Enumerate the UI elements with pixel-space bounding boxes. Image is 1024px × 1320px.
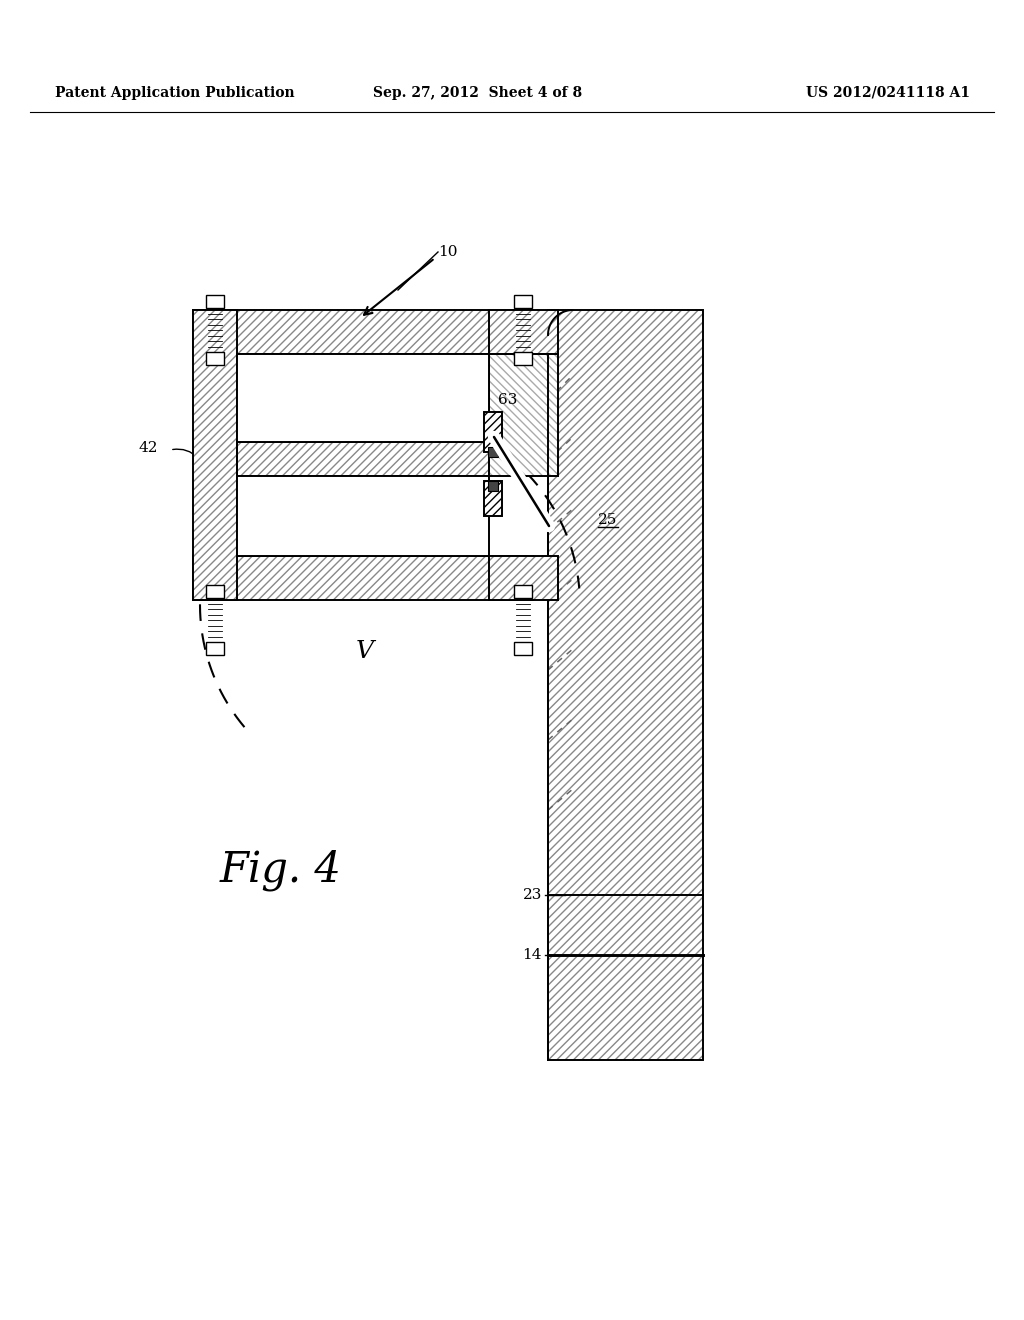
Bar bbox=[548, 310, 703, 1060]
Text: 63: 63 bbox=[498, 393, 517, 407]
Bar bbox=[514, 642, 532, 655]
Bar bbox=[206, 585, 224, 598]
Bar bbox=[484, 480, 502, 516]
Bar bbox=[489, 556, 558, 601]
Text: 64-: 64- bbox=[455, 491, 479, 506]
Bar bbox=[206, 642, 224, 655]
Bar bbox=[193, 310, 534, 354]
Bar bbox=[484, 412, 502, 451]
Bar bbox=[489, 556, 558, 601]
Bar bbox=[206, 352, 224, 366]
Bar bbox=[489, 354, 558, 477]
Bar bbox=[237, 477, 489, 556]
Bar bbox=[193, 310, 237, 601]
Bar bbox=[514, 585, 532, 598]
Text: 25: 25 bbox=[598, 513, 617, 527]
Bar bbox=[514, 294, 532, 308]
Text: US 2012/0241118 A1: US 2012/0241118 A1 bbox=[806, 86, 970, 100]
Text: 10: 10 bbox=[438, 246, 458, 259]
Bar bbox=[489, 310, 558, 354]
Text: 44: 44 bbox=[321, 389, 340, 403]
Bar bbox=[489, 310, 558, 354]
Bar bbox=[488, 447, 498, 457]
Bar bbox=[548, 310, 703, 1060]
Bar bbox=[193, 310, 534, 354]
Text: 42: 42 bbox=[138, 441, 158, 455]
Bar bbox=[514, 352, 532, 366]
Bar bbox=[488, 480, 498, 491]
Bar bbox=[193, 310, 237, 601]
Text: 14: 14 bbox=[522, 948, 542, 962]
Text: Patent Application Publication: Patent Application Publication bbox=[55, 86, 295, 100]
Bar bbox=[193, 556, 534, 601]
Text: Sep. 27, 2012  Sheet 4 of 8: Sep. 27, 2012 Sheet 4 of 8 bbox=[374, 86, 583, 100]
Bar bbox=[237, 442, 489, 477]
Bar bbox=[237, 442, 489, 477]
Text: V: V bbox=[356, 640, 374, 664]
Bar bbox=[193, 556, 534, 601]
Text: 23: 23 bbox=[522, 888, 542, 902]
Text: Fig. 4: Fig. 4 bbox=[220, 849, 342, 891]
Bar bbox=[237, 354, 489, 442]
Bar bbox=[206, 294, 224, 308]
Bar bbox=[489, 354, 558, 477]
Text: 45: 45 bbox=[300, 503, 319, 517]
